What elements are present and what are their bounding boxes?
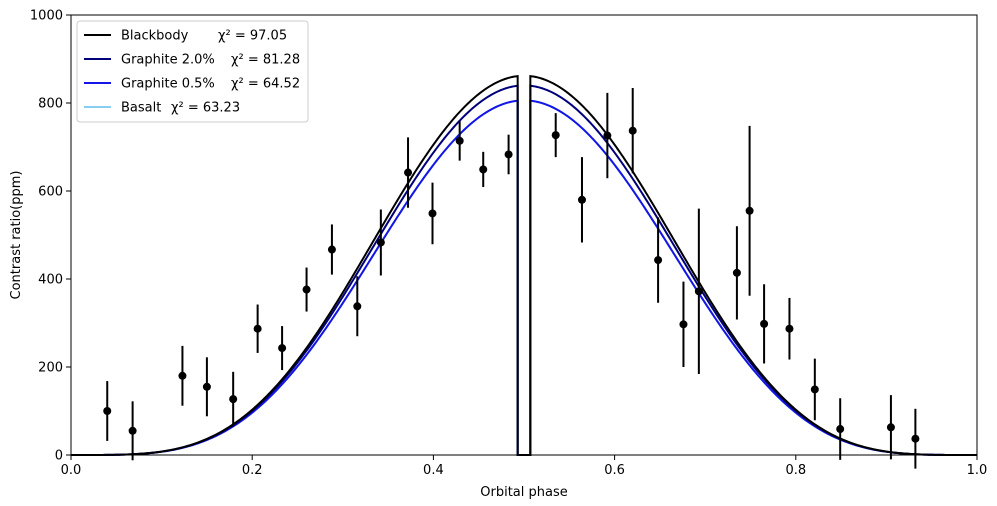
data-point-16: [551, 113, 560, 158]
data-point-9: [353, 276, 362, 337]
marker: [886, 423, 895, 432]
data-point-6: [278, 326, 287, 371]
data-point-2: [178, 345, 187, 406]
x-tick-label: 1.0: [967, 463, 988, 478]
x-tick-label: 0.4: [423, 463, 444, 478]
legend-chi-square: χ² = 97.05: [218, 29, 287, 44]
y-tick-label: 0: [55, 449, 63, 464]
legend-label: Basalt: [121, 101, 161, 116]
data-point-12: [428, 182, 437, 245]
marker: [103, 407, 112, 415]
legend-label: Graphite 2.0%: [121, 53, 215, 68]
data-point-30: [911, 408, 920, 469]
marker: [628, 126, 637, 135]
marker: [455, 136, 464, 145]
data-point-27: [810, 358, 819, 421]
y-tick-label: 400: [38, 273, 63, 288]
legend-chi-square: χ² = 64.52: [231, 77, 300, 92]
data-point-25: [760, 284, 769, 364]
data-point-11: [404, 137, 413, 208]
marker: [253, 324, 262, 333]
data-point-19: [628, 88, 637, 174]
marker: [404, 168, 413, 177]
marker: [327, 245, 336, 254]
marker: [376, 238, 385, 247]
data-point-21: [679, 281, 688, 367]
marker: [302, 285, 311, 294]
x-tick-label: 0.8: [785, 463, 806, 478]
data-point-0: [103, 381, 112, 441]
data-point-8: [327, 224, 336, 275]
legend-entry-3: Basalt χ² = 63.23: [84, 101, 240, 116]
data-point-15: [504, 134, 513, 175]
legend-label: Blackbody: [121, 29, 189, 44]
marker: [679, 320, 688, 329]
marker: [732, 268, 741, 277]
legend-label: Graphite 0.5%: [121, 77, 215, 92]
marker: [760, 319, 769, 328]
marker: [836, 425, 845, 434]
legend-chi-square: χ² = 81.28: [231, 53, 300, 68]
data-point-18: [603, 92, 612, 179]
y-tick-label: 800: [38, 97, 63, 112]
observations: [103, 88, 920, 469]
marker: [353, 302, 362, 311]
data-point-4: [229, 371, 238, 427]
x-axis-label: Orbital phase: [480, 485, 567, 500]
marker: [654, 256, 663, 265]
y-axis-ticks: 0 200 400 600 800 1000: [30, 9, 71, 464]
x-tick-label: 0.0: [61, 463, 82, 478]
legend-entry-1: Graphite 2.0% χ² = 81.28: [84, 53, 300, 68]
marker: [128, 426, 137, 435]
marker: [229, 395, 238, 404]
marker: [479, 165, 488, 174]
marker: [551, 131, 560, 140]
legend-box: [76, 20, 309, 123]
data-point-17: [577, 157, 586, 243]
data-point-7: [302, 267, 311, 312]
marker: [603, 131, 612, 140]
legend-entry-2: Graphite 0.5% χ² = 64.52: [84, 77, 300, 92]
data-point-28: [836, 398, 845, 460]
data-point-13: [455, 121, 464, 161]
data-point-20: [654, 217, 663, 303]
y-tick-label: 600: [38, 185, 63, 200]
marker: [278, 344, 287, 353]
data-point-26: [785, 297, 794, 360]
y-axis-label: Contrast ratio(ppm): [9, 171, 24, 300]
data-point-5: [253, 304, 262, 353]
y-tick-label: 1000: [30, 9, 63, 24]
marker: [785, 324, 794, 333]
plot-frame: [70, 14, 978, 456]
data-point-22: [694, 208, 703, 375]
data-point-23: [732, 226, 741, 320]
data-point-10: [376, 209, 385, 276]
marker: [202, 382, 211, 391]
marker: [911, 434, 920, 443]
data-point-14: [479, 151, 488, 188]
x-tick-label: 0.2: [242, 463, 263, 478]
legend-entry-0: Blackbody χ² = 97.05: [84, 29, 287, 44]
marker: [694, 287, 703, 296]
marker: [504, 150, 513, 159]
marker: [178, 371, 187, 380]
y-tick-label: 200: [38, 361, 63, 376]
marker: [745, 206, 754, 215]
marker: [810, 385, 819, 394]
marker: [577, 195, 586, 204]
legend-chi-square: χ² = 63.23: [171, 101, 240, 116]
marker: [428, 209, 437, 218]
data-point-3: [202, 357, 211, 417]
data-point-24: [745, 125, 754, 296]
data-point-29: [886, 395, 895, 460]
x-tick-label: 0.6: [604, 463, 625, 478]
data-point-1: [128, 401, 137, 461]
x-axis-ticks: 0.0 0.2 0.4 0.6 0.8 1.0: [61, 455, 988, 478]
